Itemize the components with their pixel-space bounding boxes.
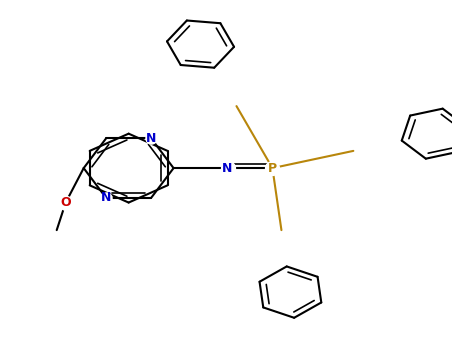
Text: O: O (61, 196, 71, 209)
Text: P: P (268, 162, 277, 175)
Text: N: N (146, 132, 156, 145)
Text: N: N (222, 162, 233, 175)
Text: N: N (101, 191, 111, 204)
